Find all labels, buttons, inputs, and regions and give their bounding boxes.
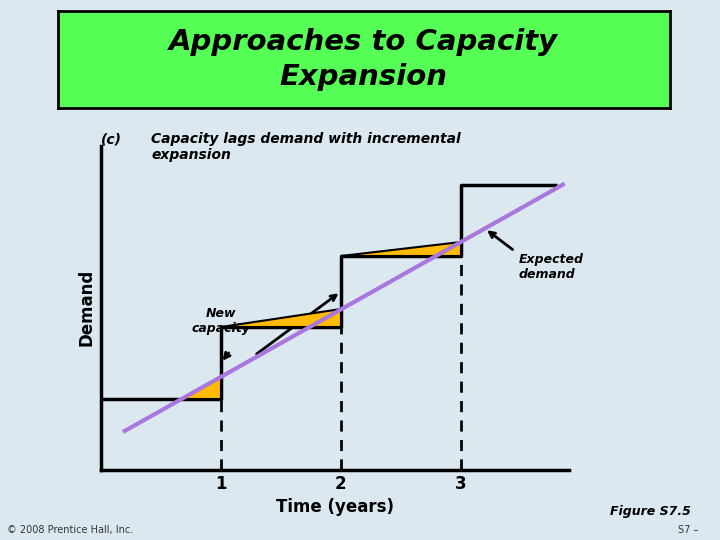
X-axis label: Time (years): Time (years)	[276, 498, 394, 516]
Text: Capacity lags demand with incremental
expansion: Capacity lags demand with incremental ex…	[151, 132, 461, 163]
Text: Figure S7.5: Figure S7.5	[611, 505, 691, 518]
Y-axis label: Demand: Demand	[77, 269, 95, 347]
Polygon shape	[221, 309, 341, 327]
Text: New
capacity: New capacity	[192, 307, 251, 335]
Polygon shape	[182, 377, 221, 399]
Text: © 2008 Prentice Hall, Inc.: © 2008 Prentice Hall, Inc.	[7, 524, 133, 535]
Polygon shape	[341, 242, 461, 256]
Text: S7 –: S7 –	[678, 524, 698, 535]
Text: Expected
demand: Expected demand	[518, 253, 583, 281]
Text: (c): (c)	[101, 132, 122, 146]
Text: Approaches to Capacity
Expansion: Approaches to Capacity Expansion	[169, 28, 558, 91]
